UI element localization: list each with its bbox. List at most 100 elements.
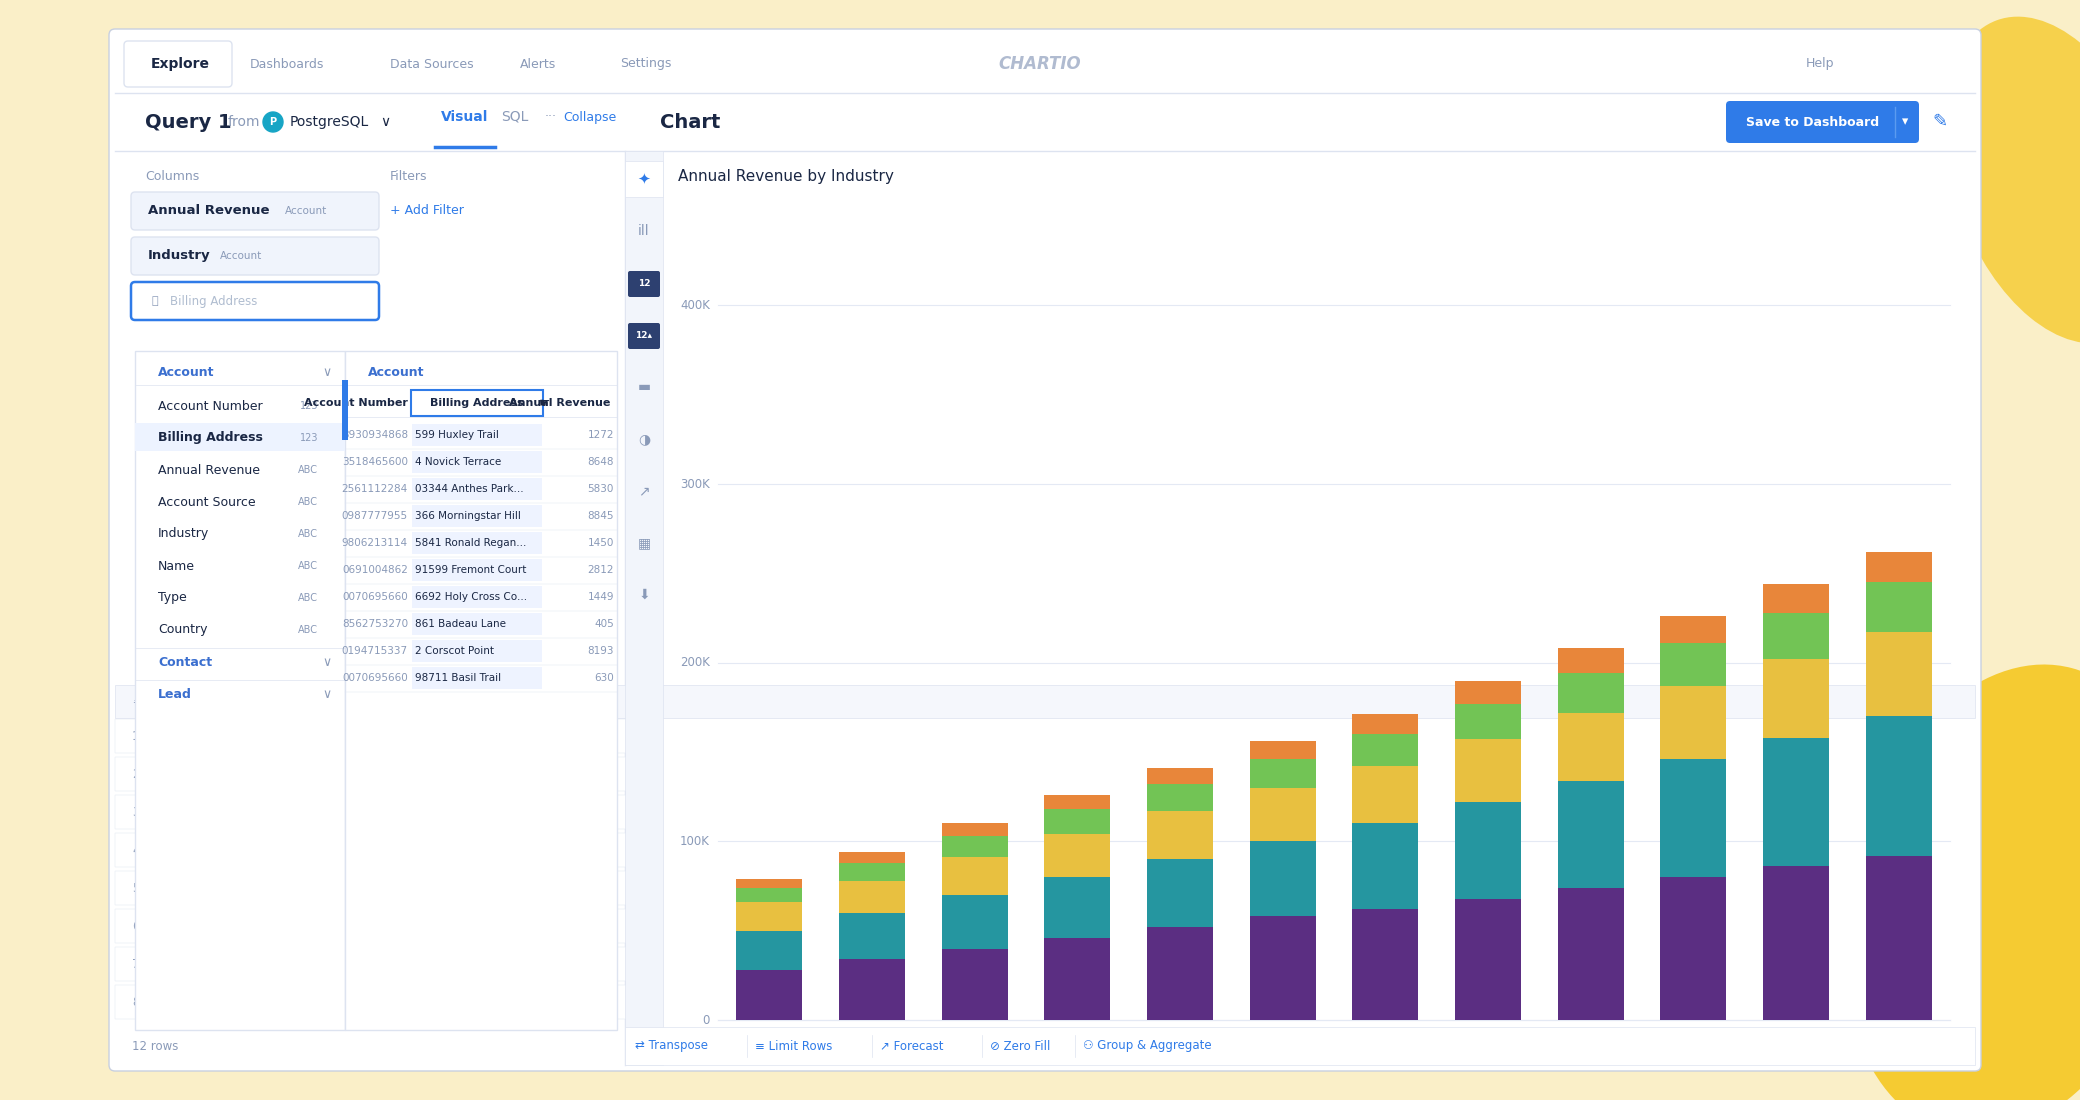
Text: Industry: Industry [148,250,210,263]
Text: ✎: ✎ [1932,113,1947,131]
Text: 2 Corscot Point: 2 Corscot Point [416,646,495,656]
Text: Filters: Filters [391,169,428,183]
Ellipse shape [1945,16,2080,343]
Text: 88489.53: 88489.53 [374,845,431,858]
Text: 123: 123 [300,402,318,411]
Bar [114,833,655,867]
Text: Collapse: Collapse [564,110,616,123]
Text: 8845: 8845 [587,512,614,521]
Bar [1146,784,1213,811]
Bar [412,424,543,446]
Bar [1866,552,1932,582]
Text: ABC: ABC [297,561,318,571]
Text: 1272: 1272 [587,430,614,440]
Bar [412,478,543,500]
Bar [1866,856,1932,1020]
Bar [1454,739,1520,802]
Text: 0070695660: 0070695660 [343,592,408,602]
Text: 7: 7 [131,958,139,971]
Bar [412,532,543,554]
Text: Finance: Finance [185,845,233,858]
Bar [1250,788,1317,842]
Bar [838,913,905,959]
Bar [1660,759,1726,877]
Bar [736,888,803,902]
Text: 366 Morningstar Hill: 366 Morningstar Hill [416,512,520,521]
Bar [412,559,543,581]
Bar [345,351,618,1030]
Text: Social Media: Social Media [185,958,264,971]
Bar [1146,859,1213,927]
Text: 28128.02: 28128.02 [374,921,431,934]
Text: 9806213114: 9806213114 [341,538,408,548]
Bar [1044,938,1111,1020]
Text: 300K: 300K [680,477,709,491]
Bar [1743,1040,1753,1050]
Text: Account Number: Account Number [158,399,262,412]
Bar [114,984,655,1019]
Text: 40579.30: 40579.30 [374,997,431,1010]
Text: 86483.52: 86483.52 [374,769,431,781]
Bar [114,909,655,943]
Text: Contact: Contact [158,656,212,669]
Bar [942,836,1009,857]
Bar [736,879,803,888]
Text: Account: Account [220,251,262,261]
Bar [1044,834,1111,877]
Text: Finance: Finance [185,769,233,781]
Text: #: # [131,696,141,710]
Text: SQL: SQL [501,110,528,124]
Text: 123: 123 [300,433,318,443]
Text: Help: Help [1805,57,1835,70]
Bar [624,151,664,1065]
Text: 3930934868: 3930934868 [341,430,408,440]
Text: 599 Huxley Trail: 599 Huxley Trail [416,430,499,440]
Text: Billing Address: Billing Address [431,398,524,408]
Text: 14493.83: 14493.83 [374,958,431,971]
Text: ▾: ▾ [1901,116,1907,129]
Text: P: P [270,117,277,126]
Text: 5: 5 [131,882,139,895]
Text: ∨: ∨ [322,656,331,669]
Text: + Add Filter: + Add Filter [391,205,464,218]
Bar [412,667,543,689]
Bar [1454,802,1520,899]
Bar [838,862,905,881]
Text: ABC: ABC [297,625,318,635]
Text: ⇄ Transpose: ⇄ Transpose [634,1040,707,1053]
Text: 8562753270: 8562753270 [341,619,408,629]
Text: Type: Type [158,592,187,605]
Bar [1672,1040,1683,1050]
Bar [1352,734,1419,767]
Bar [114,947,655,981]
Bar [1660,877,1726,1020]
Bar [135,351,345,1030]
Text: ⚇ Group & Aggregate: ⚇ Group & Aggregate [1084,1040,1213,1053]
Bar [114,35,1976,94]
Text: ABC: ABC [297,497,318,507]
Text: 2: 2 [131,769,139,781]
Text: ▬: ▬ [636,379,651,394]
Text: 5830: 5830 [589,484,614,494]
Bar [1250,842,1317,916]
Bar [114,685,1976,718]
Bar [114,871,655,905]
Text: ↗: ↗ [639,484,649,498]
Bar [1660,616,1726,644]
Text: ill: ill [639,224,649,238]
Text: 200K: 200K [680,657,709,669]
Text: Transportation: Transportation [185,806,275,820]
Bar [624,1027,1976,1065]
Bar [1352,824,1419,910]
Bar [114,94,1976,151]
Text: 100K: 100K [680,835,709,848]
Text: Account: Account [285,206,327,216]
Bar [1454,899,1520,1020]
Text: Account Source: Account Source [158,495,256,508]
Bar [1764,584,1828,613]
Text: 4 Novick Terrace: 4 Novick Terrace [416,456,501,468]
Text: Annual Revenue: Annual Revenue [333,696,431,710]
FancyBboxPatch shape [131,236,379,275]
Text: Dashboards: Dashboards [250,57,324,70]
Text: 12 rows: 12 rows [131,1041,179,1054]
